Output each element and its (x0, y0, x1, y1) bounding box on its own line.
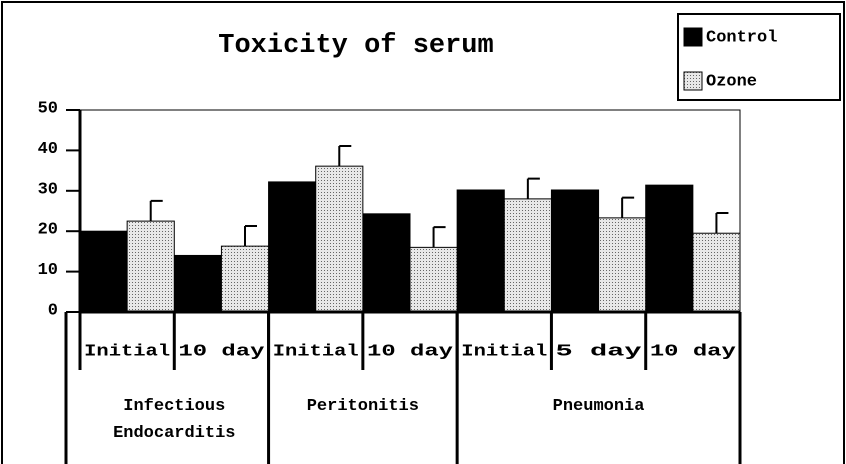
bar (268, 181, 317, 313)
error-bar (244, 224, 257, 247)
x-tick-label: 10 day (367, 342, 453, 361)
bar (173, 254, 222, 313)
bar (456, 189, 505, 313)
legend-swatch (683, 71, 703, 91)
x-tick-label: 5 day (556, 342, 642, 361)
x-tick-label: Initial (273, 342, 359, 361)
bar (550, 189, 600, 313)
error-bar (715, 212, 729, 234)
bar (362, 213, 411, 313)
error-bar (526, 177, 540, 199)
chart-title: Toxicity of serum (218, 31, 493, 61)
bar (409, 246, 458, 313)
bar (315, 165, 364, 313)
y-tick-label: 50 (38, 99, 58, 118)
x-tick-label: Initial (84, 342, 170, 361)
legend-swatch (683, 27, 703, 47)
y-tick-label: 30 (38, 180, 58, 199)
bar (220, 245, 270, 313)
error-bar (338, 144, 352, 167)
group-label: Peritonitis (306, 397, 419, 416)
x-tick-label: 10 day (178, 342, 264, 361)
bar (692, 232, 741, 313)
legend-box (677, 13, 841, 101)
error-bar (621, 196, 635, 218)
legend-label: Control (706, 28, 777, 47)
x-tick-label: Initial (461, 342, 547, 361)
error-bar (149, 199, 163, 222)
group-label: Pneumonia (552, 397, 645, 416)
y-tick-label: 10 (38, 261, 58, 280)
bar (598, 217, 647, 313)
y-tick-label: 20 (38, 221, 58, 240)
bar (79, 230, 128, 313)
legend-label: Ozone (706, 72, 757, 91)
x-tick-label: 10 day (650, 342, 736, 361)
group-label: Infectious Endocarditis (113, 397, 236, 443)
bar (503, 198, 552, 313)
y-tick-label: 40 (38, 140, 58, 159)
error-bar (432, 226, 446, 248)
bar (645, 184, 694, 313)
bar (126, 220, 175, 313)
y-tick-label: 0 (48, 301, 58, 320)
